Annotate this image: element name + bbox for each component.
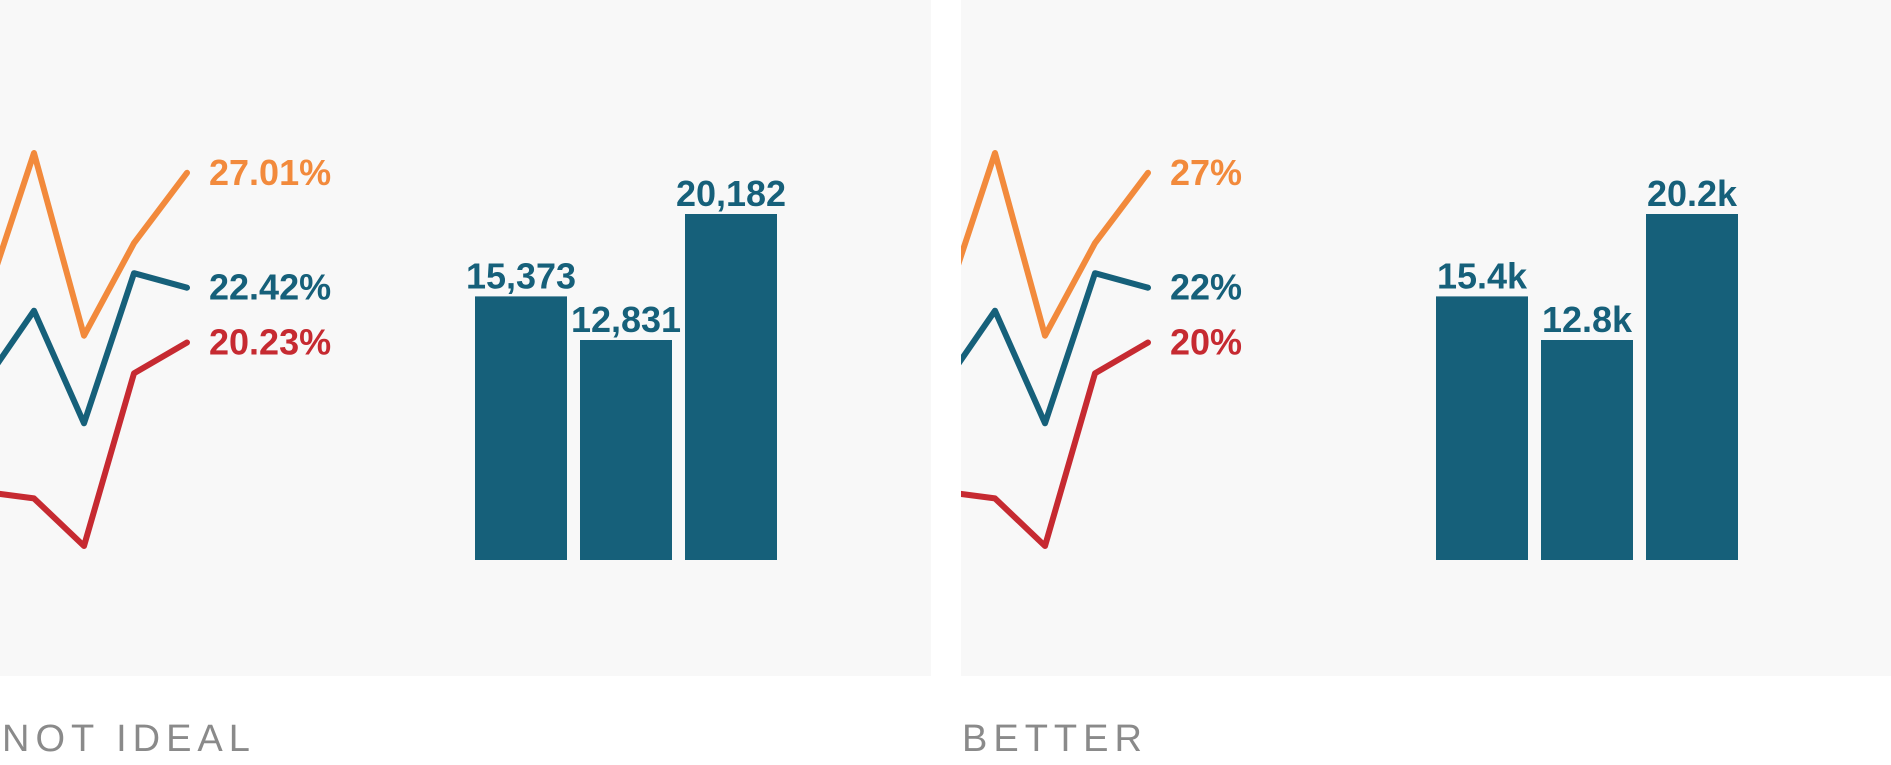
bar-value-label-2-better: 12.8k xyxy=(1542,299,1633,340)
bar-1-not-ideal xyxy=(475,296,567,560)
line-series-orange-not-ideal xyxy=(0,153,187,336)
line-series-orange-better xyxy=(961,153,1148,336)
bar-3-better xyxy=(1646,214,1738,560)
line-series-teal-not-ideal xyxy=(0,273,187,423)
chart-panel-better: 27% 22% 20% 15.4k 12.8k 20.2k xyxy=(961,0,1891,676)
chart-canvas-not-ideal: 27.01% 22.42% 20.23% 15,37312,831 20,182 xyxy=(0,0,931,676)
chart-panel-not-ideal: 27.01% 22.42% 20.23% 15,37312,831 20,182 xyxy=(0,0,931,676)
line-end-label-orange-not-ideal: 27.01% xyxy=(209,152,331,193)
bar-2-not-ideal xyxy=(580,340,672,560)
caption-better: BETTER xyxy=(962,718,1148,761)
chart-canvas-better: 27% 22% 20% 15.4k 12.8k 20.2k xyxy=(961,0,1891,676)
line-end-label-teal-better: 22% xyxy=(1170,267,1242,308)
bar-value-label-1-not-ideal: 15,373 xyxy=(466,255,576,296)
bar-3-not-ideal xyxy=(685,214,777,560)
bar-value-label-1-better: 15.4k xyxy=(1437,255,1528,296)
line-end-label-orange-better: 27% xyxy=(1170,152,1242,193)
bar-value-label-3-better: 20.2k xyxy=(1647,173,1738,214)
caption-not-ideal: NOT IDEAL xyxy=(2,718,256,761)
bar-value-label-2-not-ideal: 12,831 xyxy=(571,299,681,340)
line-series-red-not-ideal xyxy=(0,343,187,547)
line-end-label-red-not-ideal: 20.23% xyxy=(209,321,331,362)
line-end-label-teal-not-ideal: 22.42% xyxy=(209,267,331,308)
line-end-label-red-better: 20% xyxy=(1170,321,1242,362)
line-series-red-better xyxy=(961,343,1148,547)
bar-1-better xyxy=(1436,296,1528,560)
bar-2-better xyxy=(1541,340,1633,560)
line-series-teal-better xyxy=(961,273,1148,423)
bar-value-label-3-not-ideal: 20,182 xyxy=(676,173,786,214)
